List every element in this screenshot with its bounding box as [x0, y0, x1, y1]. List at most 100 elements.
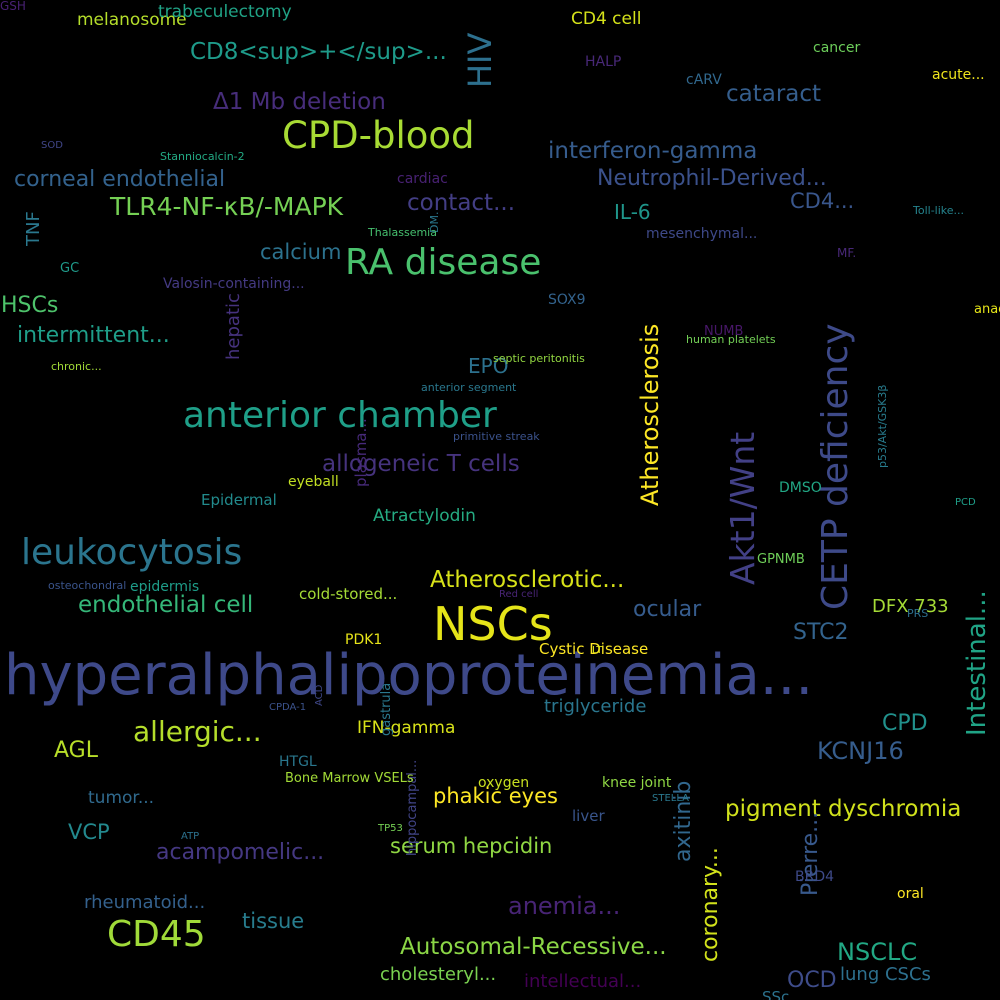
word-cloud-term: CPDA-1 — [269, 702, 307, 713]
word-cloud-term: osteochondral — [48, 579, 127, 592]
word-cloud-term: Bone Marrow VSELs — [285, 771, 414, 786]
word-cloud-term: coronary... — [698, 847, 723, 962]
word-cloud-term: cholesteryl... — [380, 964, 497, 985]
word-cloud-term: IFN-gamma — [357, 718, 456, 738]
word-cloud-term: pigment dyschromia — [725, 796, 962, 822]
word-cloud-term: endothelial cell — [78, 592, 254, 618]
word-cloud-term: IL-6 — [614, 200, 651, 224]
word-cloud-term: Epidermal — [201, 491, 277, 509]
word-cloud-term: serum hepcidin — [390, 834, 553, 858]
word-cloud-term: interferon-gamma — [548, 138, 758, 164]
word-cloud-term: cataract — [726, 81, 822, 107]
word-cloud-term: STC2 — [793, 620, 849, 645]
word-cloud-term: RA disease — [345, 242, 542, 283]
word-cloud-term: Atherosclerotic... — [430, 567, 625, 593]
word-cloud-term: cancer — [813, 40, 861, 56]
word-cloud-term: gastrula — [379, 682, 394, 736]
word-cloud-term: acampomelic... — [156, 840, 325, 865]
word-cloud-term: NSCs — [433, 597, 553, 651]
word-cloud-term: STELLA — [652, 793, 689, 804]
word-cloud-term: ACD — [314, 684, 325, 706]
word-cloud-term: calcium — [260, 240, 342, 264]
word-cloud-term: acute... — [932, 67, 985, 83]
word-cloud-term: MF. — [837, 246, 857, 260]
word-cloud-term: melanosome — [77, 10, 187, 30]
word-cloud-term: hepatic — [223, 293, 244, 360]
word-cloud-term: epidermis — [130, 579, 200, 595]
word-cloud-term: NUMB — [704, 324, 744, 339]
word-cloud-term: HTGL — [279, 754, 317, 770]
word-cloud-term: CPD — [882, 711, 928, 736]
word-cloud-term: TNF — [23, 211, 44, 246]
word-cloud-term: triglyceride — [544, 696, 647, 717]
word-cloud-term: cardiac — [397, 171, 448, 187]
word-cloud-term: Autosomal-Recessive... — [400, 934, 667, 960]
word-cloud-term: BRD4 — [795, 869, 835, 885]
word-cloud-term: allogeneic T cells — [322, 451, 520, 477]
word-cloud-term: leukocytosis — [21, 532, 243, 573]
word-cloud-term: ATP — [181, 831, 200, 842]
word-cloud-term: septic peritonitis — [493, 352, 585, 365]
word-cloud-term: knee joint — [602, 775, 672, 791]
word-cloud-term: eyeball — [288, 474, 339, 490]
word-cloud-term: CPD-blood — [282, 114, 475, 157]
word-cloud-term: plasma... — [352, 418, 370, 487]
word-cloud-term: SSc — [762, 988, 790, 1000]
word-cloud-term: Cystic Disease — [539, 640, 649, 658]
word-cloud-term: TLR4-NF-κB/-MAPK — [110, 192, 344, 221]
word-cloud-term: LT — [592, 645, 603, 656]
word-cloud-term: primitive streak — [453, 430, 540, 443]
word-cloud-term: intellectual... — [524, 971, 642, 992]
word-cloud-term: GSH — [0, 0, 26, 13]
word-cloud-term: CD4... — [790, 189, 855, 213]
word-cloud-term: SOX9 — [548, 292, 586, 308]
word-cloud-term: anterior segment — [421, 381, 517, 394]
word-cloud-term: OCD — [787, 968, 837, 993]
word-cloud-term: TP53 — [378, 823, 403, 834]
word-cloud-term: trabeculectomy — [158, 2, 292, 22]
word-cloud-term: Thalassemia — [368, 226, 437, 239]
word-cloud-term: tissue — [242, 909, 305, 933]
word-cloud-term: CD8<sup>+</sup>... — [190, 39, 447, 65]
word-cloud-term: intermittent... — [17, 323, 170, 348]
word-cloud-term: Atherosclerosis — [636, 323, 664, 506]
word-cloud-term: PDK1 — [345, 632, 383, 648]
word-cloud-term: DMSO — [779, 480, 822, 496]
word-cloud-term: HALP — [585, 54, 622, 70]
word-cloud-term: EPO — [468, 354, 509, 378]
word-cloud-term: NSCLC — [837, 938, 918, 966]
word-cloud-term: DFX 733 — [872, 596, 949, 617]
word-cloud-term: mesenchymal... — [646, 226, 758, 242]
word-cloud-term: human platelets — [686, 333, 776, 346]
word-cloud-term: VCP — [68, 820, 110, 844]
word-cloud-term: PCD — [955, 497, 976, 508]
word-cloud-term: lung CSCs — [840, 964, 931, 985]
word-cloud-term: tumor... — [88, 788, 155, 808]
word-cloud-term: anterior chamber — [183, 395, 497, 436]
word-cloud-term: oral — [897, 886, 924, 902]
word-cloud-term: p53/Akt/GSK3β — [876, 384, 889, 468]
word-cloud-term: Stanniocalcin-2 — [160, 150, 245, 163]
word-cloud-term: CETP deficiency — [815, 323, 856, 610]
word-cloud-term: corneal endothelial — [14, 167, 226, 192]
word-cloud-term: oxygen — [478, 775, 530, 791]
word-cloud-term: contact... — [407, 190, 516, 216]
word-cloud-term: HIV — [461, 32, 499, 88]
word-cloud-term: Atractylodin — [373, 506, 476, 526]
word-cloud-term: cold-stored... — [299, 585, 398, 603]
word-cloud-term: GC — [60, 261, 80, 276]
word-cloud-term: phakic eyes — [433, 784, 558, 808]
word-cloud-term: AGL — [54, 738, 98, 763]
word-cloud-term: rheumatoid... — [84, 892, 206, 913]
word-cloud-term: Neutrophil-Derived... — [597, 166, 827, 191]
word-cloud-term: HSCs — [1, 293, 59, 318]
word-cloud-term: Red cell — [499, 589, 539, 600]
word-cloud-term: allergic... — [133, 715, 262, 748]
word-cloud-term: liver — [572, 807, 605, 825]
word-cloud-term: SOD — [41, 140, 63, 151]
word-cloud-term: CD4 cell — [571, 9, 642, 29]
word-cloud-term: KCNJ16 — [817, 737, 904, 765]
word-cloud-term: anemia... — [508, 892, 621, 920]
word-cloud-term: anaemia — [974, 302, 1000, 317]
